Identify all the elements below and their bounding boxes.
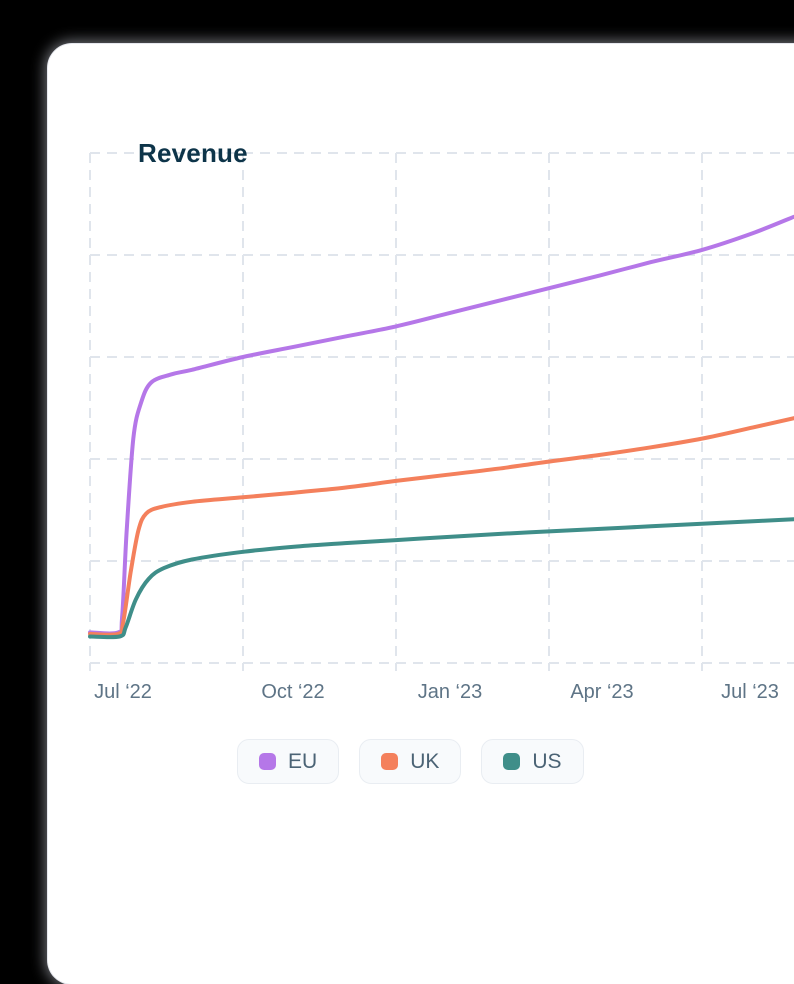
legend-item-label: US [532, 750, 562, 773]
chart-legend: EU UK US [237, 739, 584, 784]
card-title: Revenue [138, 138, 248, 168]
legend-item-uk[interactable]: UK [359, 739, 462, 784]
uk-series-swatch-icon [381, 753, 399, 770]
legend-item-label: UK [410, 750, 440, 773]
us-series-swatch-icon [503, 753, 521, 770]
eu-series-swatch-icon [259, 753, 276, 770]
legend-item-label: EU [288, 750, 318, 773]
legend-item-eu[interactable]: EU [237, 739, 340, 784]
revenue-card: Revenue [48, 44, 794, 984]
legend-item-us[interactable]: US [481, 739, 584, 784]
